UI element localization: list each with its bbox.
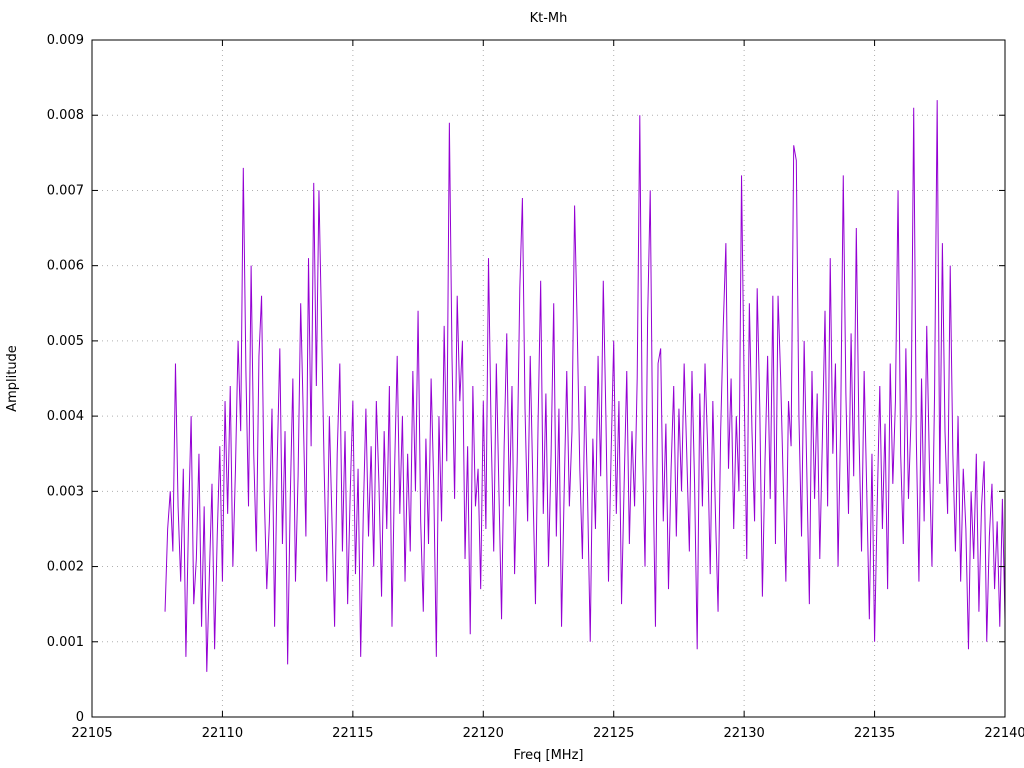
svg-text:0.003: 0.003 [47,484,84,499]
svg-text:22105: 22105 [71,726,112,741]
data-series [164,100,1006,672]
svg-text:0.007: 0.007 [47,183,84,198]
svg-text:0: 0 [76,710,84,725]
svg-text:0.008: 0.008 [47,108,84,123]
plot-frame [91,39,1006,718]
svg-text:0.002: 0.002 [47,560,84,575]
svg-text:0.006: 0.006 [47,259,84,274]
svg-text:22110: 22110 [202,726,243,741]
tick-labels: 22105 22110 22115 22120 22125 22130 22135 22140… [47,33,1024,741]
svg-text:0.005: 0.005 [47,334,84,349]
tick-marks [91,39,1006,718]
svg-text:22125: 22125 [593,726,634,741]
x-axis-label: Freq [MHz] [514,748,584,763]
svg-text:22120: 22120 [463,726,504,741]
svg-text:22135: 22135 [854,726,895,741]
svg-text:0.001: 0.001 [47,635,84,650]
y-axis-label: Amplitude [5,345,20,412]
svg-text:22140: 22140 [984,726,1024,741]
svg-text:22130: 22130 [723,726,764,741]
svg-text:0.004: 0.004 [47,409,84,424]
grid-lines [92,40,1005,717]
svg-text:0.009: 0.009 [47,33,84,48]
chart-title: Kt-Mh [530,11,568,26]
svg-text:22115: 22115 [332,726,373,741]
